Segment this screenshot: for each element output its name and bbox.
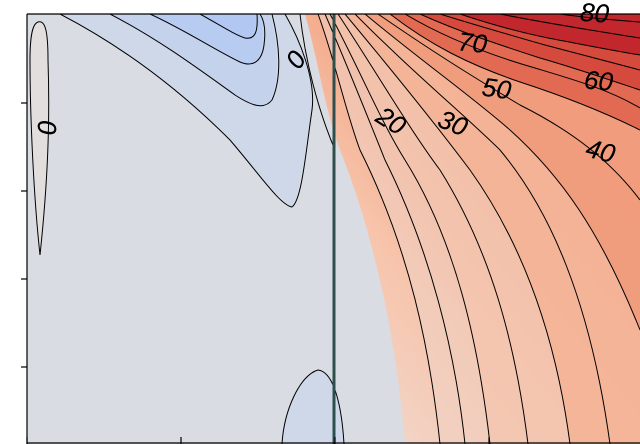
contour-label-60: 60 (583, 64, 615, 96)
tick-marks (21, 102, 490, 444)
axes-frame (26, 13, 640, 444)
contour-line-50 (389, 14, 640, 131)
contour-line-75 (499, 14, 640, 39)
contour-line-neg-outer (59, 14, 314, 208)
contour-line-65 (439, 14, 640, 71)
contour-band-70 (460, 14, 640, 55)
contour-line-20 (329, 14, 491, 444)
contour-label-zero-left-halo: 0 (32, 120, 62, 135)
contour-line-70 (459, 14, 640, 56)
contour-line-25 (337, 14, 529, 444)
contour-line-60 (419, 14, 640, 91)
contour-label-50: 50 (480, 72, 513, 106)
contour-line-30 (344, 14, 571, 444)
contour-line-35 (354, 14, 611, 444)
contour-line-45 (377, 14, 640, 201)
contour-line-neg-3 (149, 14, 266, 65)
contour-line-80 (559, 14, 640, 23)
contour-line-neg-2 (109, 14, 280, 107)
contour-line-55 (404, 14, 640, 109)
contour-label-60-halo: 60 (583, 64, 615, 96)
plot-area (27, 14, 640, 444)
contour-line-neg-4 (199, 14, 258, 39)
contour-label-70-halo: 70 (457, 26, 489, 59)
bottom-cool-lobe (282, 370, 344, 444)
contour-line-left-sliver (29, 21, 50, 256)
contour-label-70: 70 (457, 26, 489, 59)
contour-lines (29, 14, 640, 444)
contour-label-zero-left: 0 (32, 120, 62, 135)
contour-label-50-halo: 50 (480, 72, 513, 106)
contour-line-15 (324, 14, 466, 444)
left-sliver (30, 21, 49, 256)
contour-line-bottom-lobe (281, 369, 345, 444)
cool-lobe-inner-3 (200, 14, 256, 39)
contour-line-40 (364, 14, 640, 331)
contour-line-zero-top (299, 14, 336, 151)
